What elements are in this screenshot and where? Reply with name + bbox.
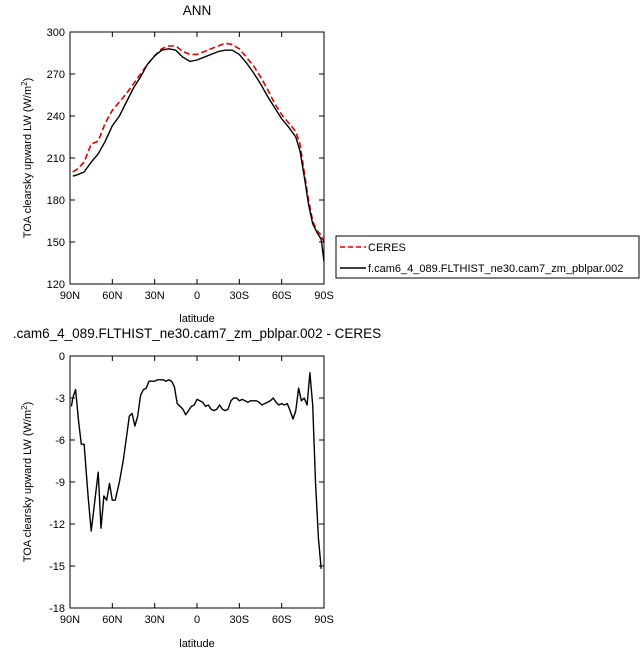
- series-layer-bottom: [70, 372, 322, 569]
- y-tick-label: 0: [59, 351, 65, 363]
- y-axis-label-top-text: TOA clearsky upward LW (W/m: [22, 86, 34, 238]
- plot-frame-top: [69, 31, 325, 285]
- x-tick-label: 30N: [145, 614, 165, 626]
- x-tick-label: 30S: [230, 290, 250, 302]
- y-tick-label: 120: [47, 279, 65, 291]
- x-axis-label-top: latitude: [179, 313, 214, 325]
- chart-title-bottom: .cam6_4_089.FLTHIST_ne30.cam7_zm_pblpar.…: [13, 326, 381, 341]
- y-axis-label-top: TOA clearsky upward LW (W/m2): [20, 78, 34, 239]
- x-axis-label-bottom: latitude: [179, 638, 214, 650]
- y-axis-label-top-sup: 2: [20, 81, 29, 86]
- x-tick-label: 0: [194, 290, 200, 302]
- y-tick-label: 270: [47, 69, 65, 81]
- y-axis-label-bottom-text: TOA clearsky upward LW (W/m: [22, 410, 34, 562]
- y-axis-label-bottom-close: ): [22, 402, 34, 406]
- y-axis-label-bottom: TOA clearsky upward LW (W/m2): [20, 402, 34, 563]
- y-tick-label: -12: [49, 519, 65, 531]
- series-line-0: [72, 42, 325, 243]
- y-tick-label: -6: [55, 435, 65, 447]
- y-axis-label-bottom-sup: 2: [20, 405, 29, 410]
- x-tick-label: 60N: [102, 290, 122, 302]
- series-line-0: [70, 372, 322, 569]
- y-tick-label: -3: [55, 393, 65, 405]
- x-tick-label: 90S: [314, 614, 334, 626]
- legend-label-model: f.cam6_4_089.FLTHIST_ne30.cam7_zm_pblpar…: [368, 263, 623, 275]
- series-line-1: [72, 48, 325, 262]
- x-tick-label: 60S: [272, 290, 292, 302]
- legend-label-ceres: CERES: [368, 242, 406, 254]
- ticks-bottom: 90N 60N 30N 0 30S 60S 90S 0 -3 -6 -9 -12 -15 -18: [49, 351, 334, 626]
- chart-title-top: ANN: [183, 3, 212, 18]
- x-tick-label: 90N: [60, 290, 80, 302]
- panel-top: ANN 90N 60N 30N 0 30S 60S 90S 120 150 180 210 240 27…: [20, 3, 334, 325]
- x-tick-label: 60S: [272, 614, 292, 626]
- series-layer-top: [72, 42, 325, 262]
- y-axis-label-top-close: ): [22, 78, 34, 82]
- plot-frame-bottom: [69, 355, 325, 609]
- x-tick-label: 90S: [314, 290, 334, 302]
- legend: CERES f.cam6_4_089.FLTHIST_ne30.cam7_zm_…: [335, 235, 640, 279]
- y-tick-label: -15: [49, 561, 65, 573]
- x-tick-label: 90N: [60, 614, 80, 626]
- y-tick-label: 210: [47, 153, 65, 165]
- y-tick-label: -9: [55, 477, 65, 489]
- panel-bottom: .cam6_4_089.FLTHIST_ne30.cam7_zm_pblpar.…: [13, 326, 381, 650]
- y-tick-label: 180: [47, 195, 65, 207]
- y-tick-label: -18: [49, 603, 65, 615]
- x-tick-label: 30S: [230, 614, 250, 626]
- y-tick-label: 240: [47, 111, 65, 123]
- y-tick-label: 150: [47, 237, 65, 249]
- x-tick-label: 60N: [102, 614, 122, 626]
- legend-box: [335, 235, 640, 279]
- y-tick-label: 300: [47, 27, 65, 39]
- ticks-top: 90N 60N 30N 0 30S 60S 90S 120 150 180 210 240 270 300: [47, 27, 334, 302]
- x-tick-label: 0: [194, 614, 200, 626]
- x-tick-label: 30N: [145, 290, 165, 302]
